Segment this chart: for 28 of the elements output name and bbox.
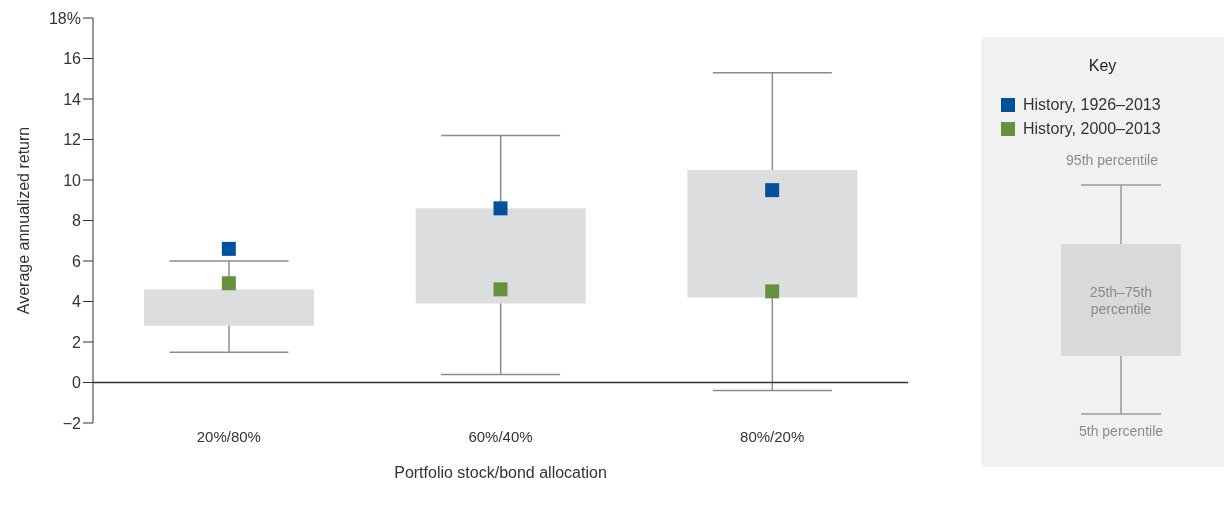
text: 25th–75th percentile: [1089, 284, 1153, 317]
y-tick-label: 2: [72, 333, 82, 351]
y-axis-title: Average annualized return: [14, 126, 32, 315]
point: [765, 183, 780, 198]
y-tick-label: 0: [72, 374, 82, 392]
point: [493, 201, 508, 216]
text: 95th percentile: [1066, 152, 1159, 168]
x-tick-label: 20%/80%: [196, 427, 261, 445]
point: [493, 282, 508, 297]
legend-label: History, 2000–2013: [1023, 120, 1161, 138]
y-tick-label: 16: [63, 50, 82, 68]
text: 5th percentile: [1078, 423, 1164, 439]
point: [221, 241, 236, 256]
legend-title: Key: [1087, 57, 1118, 75]
y-tick-label: 8: [72, 212, 82, 230]
y-tick-label: 12: [63, 131, 82, 149]
x-tick-label: 80%/20%: [740, 427, 805, 445]
point: [221, 276, 236, 291]
point: [765, 284, 780, 299]
y-tick-label: 4: [72, 293, 82, 311]
y-tick-label: 18%: [48, 9, 81, 27]
x-axis-title: Portfolio stock/bond allocation: [394, 464, 607, 481]
legend-label: History, 1926–2013: [1023, 96, 1161, 114]
y-tick-label: −2: [62, 414, 82, 432]
y-tick-label: 10: [63, 171, 82, 189]
y-tick-label: 6: [72, 252, 82, 270]
y-tick-label: 14: [63, 90, 82, 108]
x-tick-label: 60%/40%: [468, 427, 533, 445]
